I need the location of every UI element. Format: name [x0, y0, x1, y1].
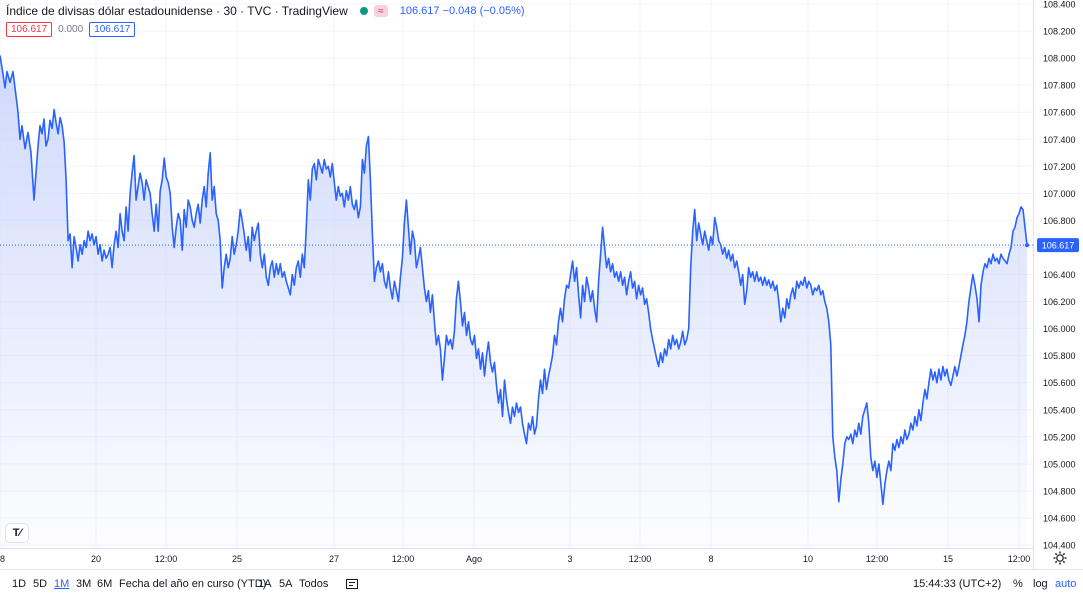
clock-time[interactable]: 15:44:33 (UTC+2) — [913, 578, 1002, 590]
legend-last-price: 106.617 — [399, 5, 440, 17]
range-3m[interactable]: 3M — [76, 578, 92, 590]
x-tick-label: 3 — [567, 554, 572, 564]
last-price-label-bg — [1037, 238, 1079, 253]
range-5d[interactable]: 5D — [33, 578, 48, 590]
y-tick-label: 104.600 — [1043, 513, 1076, 523]
chart-canvas[interactable]: 108.400 108.200 108.000 107.800 107.600 107.4… — [0, 0, 1083, 569]
x-tick-label: 12:00 — [629, 554, 652, 564]
range-1a[interactable]: 1A — [258, 578, 272, 590]
symbol-title[interactable]: Índice de divisas dólar estadounidense ·… — [6, 4, 348, 18]
y-tick-label: 105.000 — [1043, 459, 1076, 469]
y-tick-label: 107.000 — [1043, 189, 1076, 199]
price-line — [0, 55, 1028, 506]
legend-change-pct: (−0.05%) — [479, 5, 525, 17]
log-toggle[interactable]: log — [1033, 578, 1048, 590]
y-tick-label: 105.400 — [1043, 405, 1076, 415]
range-ytd[interactable]: Fecha del año en curso (YTD) — [119, 578, 267, 590]
x-tick-label: Ago — [466, 554, 482, 564]
y-tick-label: 106.200 — [1043, 297, 1076, 307]
range-1d[interactable]: 1D — [12, 578, 27, 590]
chart-legend: Índice de divisas dólar estadounidense ·… — [6, 3, 525, 19]
y-tick-label: 104.800 — [1043, 486, 1076, 496]
bid-price-box[interactable]: 106.617 — [6, 22, 53, 37]
x-tick-label: 27 — [329, 554, 339, 564]
gear-icon[interactable] — [1053, 551, 1067, 565]
market-status-icon[interactable] — [359, 7, 368, 15]
legend-values: 106.617 0.000 106.617 — [6, 22, 136, 37]
y-tick-label: 106.800 — [1043, 216, 1076, 226]
spread-value: 0.000 — [58, 24, 84, 35]
range-5a[interactable]: 5A — [279, 578, 293, 590]
y-tick-label: 107.200 — [1043, 162, 1076, 172]
last-price-label: 106.617 — [1037, 238, 1079, 253]
range-1m[interactable]: 1M — [54, 578, 70, 590]
compare-icon[interactable] — [345, 577, 359, 591]
y-tick-label: 104.400 — [1043, 541, 1076, 551]
bottom-toolbar: 1D 5D 1M 3M 6M Fecha del año en curso (Y… — [0, 569, 1083, 598]
auto-toggle[interactable]: auto — [1055, 578, 1077, 590]
x-tick-label: 12:00 — [866, 554, 889, 564]
price-axis[interactable]: 108.400 108.200 108.000 107.800 107.600 107.4… — [1033, 0, 1076, 569]
y-tick-label: 107.400 — [1043, 135, 1076, 145]
x-tick-label: 10 — [803, 554, 813, 564]
y-tick-label: 108.000 — [1043, 54, 1076, 64]
y-tick-label: 107.800 — [1043, 81, 1076, 91]
ask-price-box[interactable]: 106.617 — [89, 22, 136, 37]
legend-change: −0.048 — [442, 5, 477, 17]
x-tick-label: 25 — [232, 554, 242, 564]
x-tick-label: 8 — [708, 554, 713, 564]
x-tick-label: 12:00 — [155, 554, 178, 564]
y-tick-label: 105.200 — [1043, 432, 1076, 442]
x-tick-label: 18 — [0, 554, 5, 564]
x-tick-label: 12:00 — [1008, 554, 1031, 564]
percent-toggle[interactable]: % — [1013, 578, 1023, 590]
price-area-fill — [0, 55, 1027, 549]
y-tick-label: 108.200 — [1043, 27, 1076, 37]
y-tick-label: 107.600 — [1043, 108, 1076, 118]
wave-icon[interactable]: ≈ — [373, 5, 388, 17]
time-axis[interactable]: 18 20 12:00 25 27 12:00 Ago 3 12:00 8 10 12:00 15 12:… — [0, 548, 1033, 565]
x-tick-label: 15 — [943, 554, 953, 564]
y-tick-label: 108.400 — [1043, 0, 1076, 10]
y-tick-label: 105.600 — [1043, 378, 1076, 388]
range-todos[interactable]: Todos — [299, 578, 329, 590]
range-6m[interactable]: 6M — [97, 578, 113, 590]
last-price-dot — [1025, 243, 1029, 248]
y-tick-label: 106.000 — [1043, 324, 1076, 334]
x-tick-label: 12:00 — [392, 554, 415, 564]
x-tick-label: 20 — [91, 554, 101, 564]
tradingview-logo-icon[interactable]: T⁄ — [6, 524, 28, 542]
y-tick-label: 105.800 — [1043, 351, 1076, 361]
last-price-label-text: 106.617 — [1042, 241, 1075, 251]
legend-price: 106.617 −0.048 (−0.05%) — [400, 5, 525, 17]
y-tick-label: 106.400 — [1043, 270, 1076, 280]
